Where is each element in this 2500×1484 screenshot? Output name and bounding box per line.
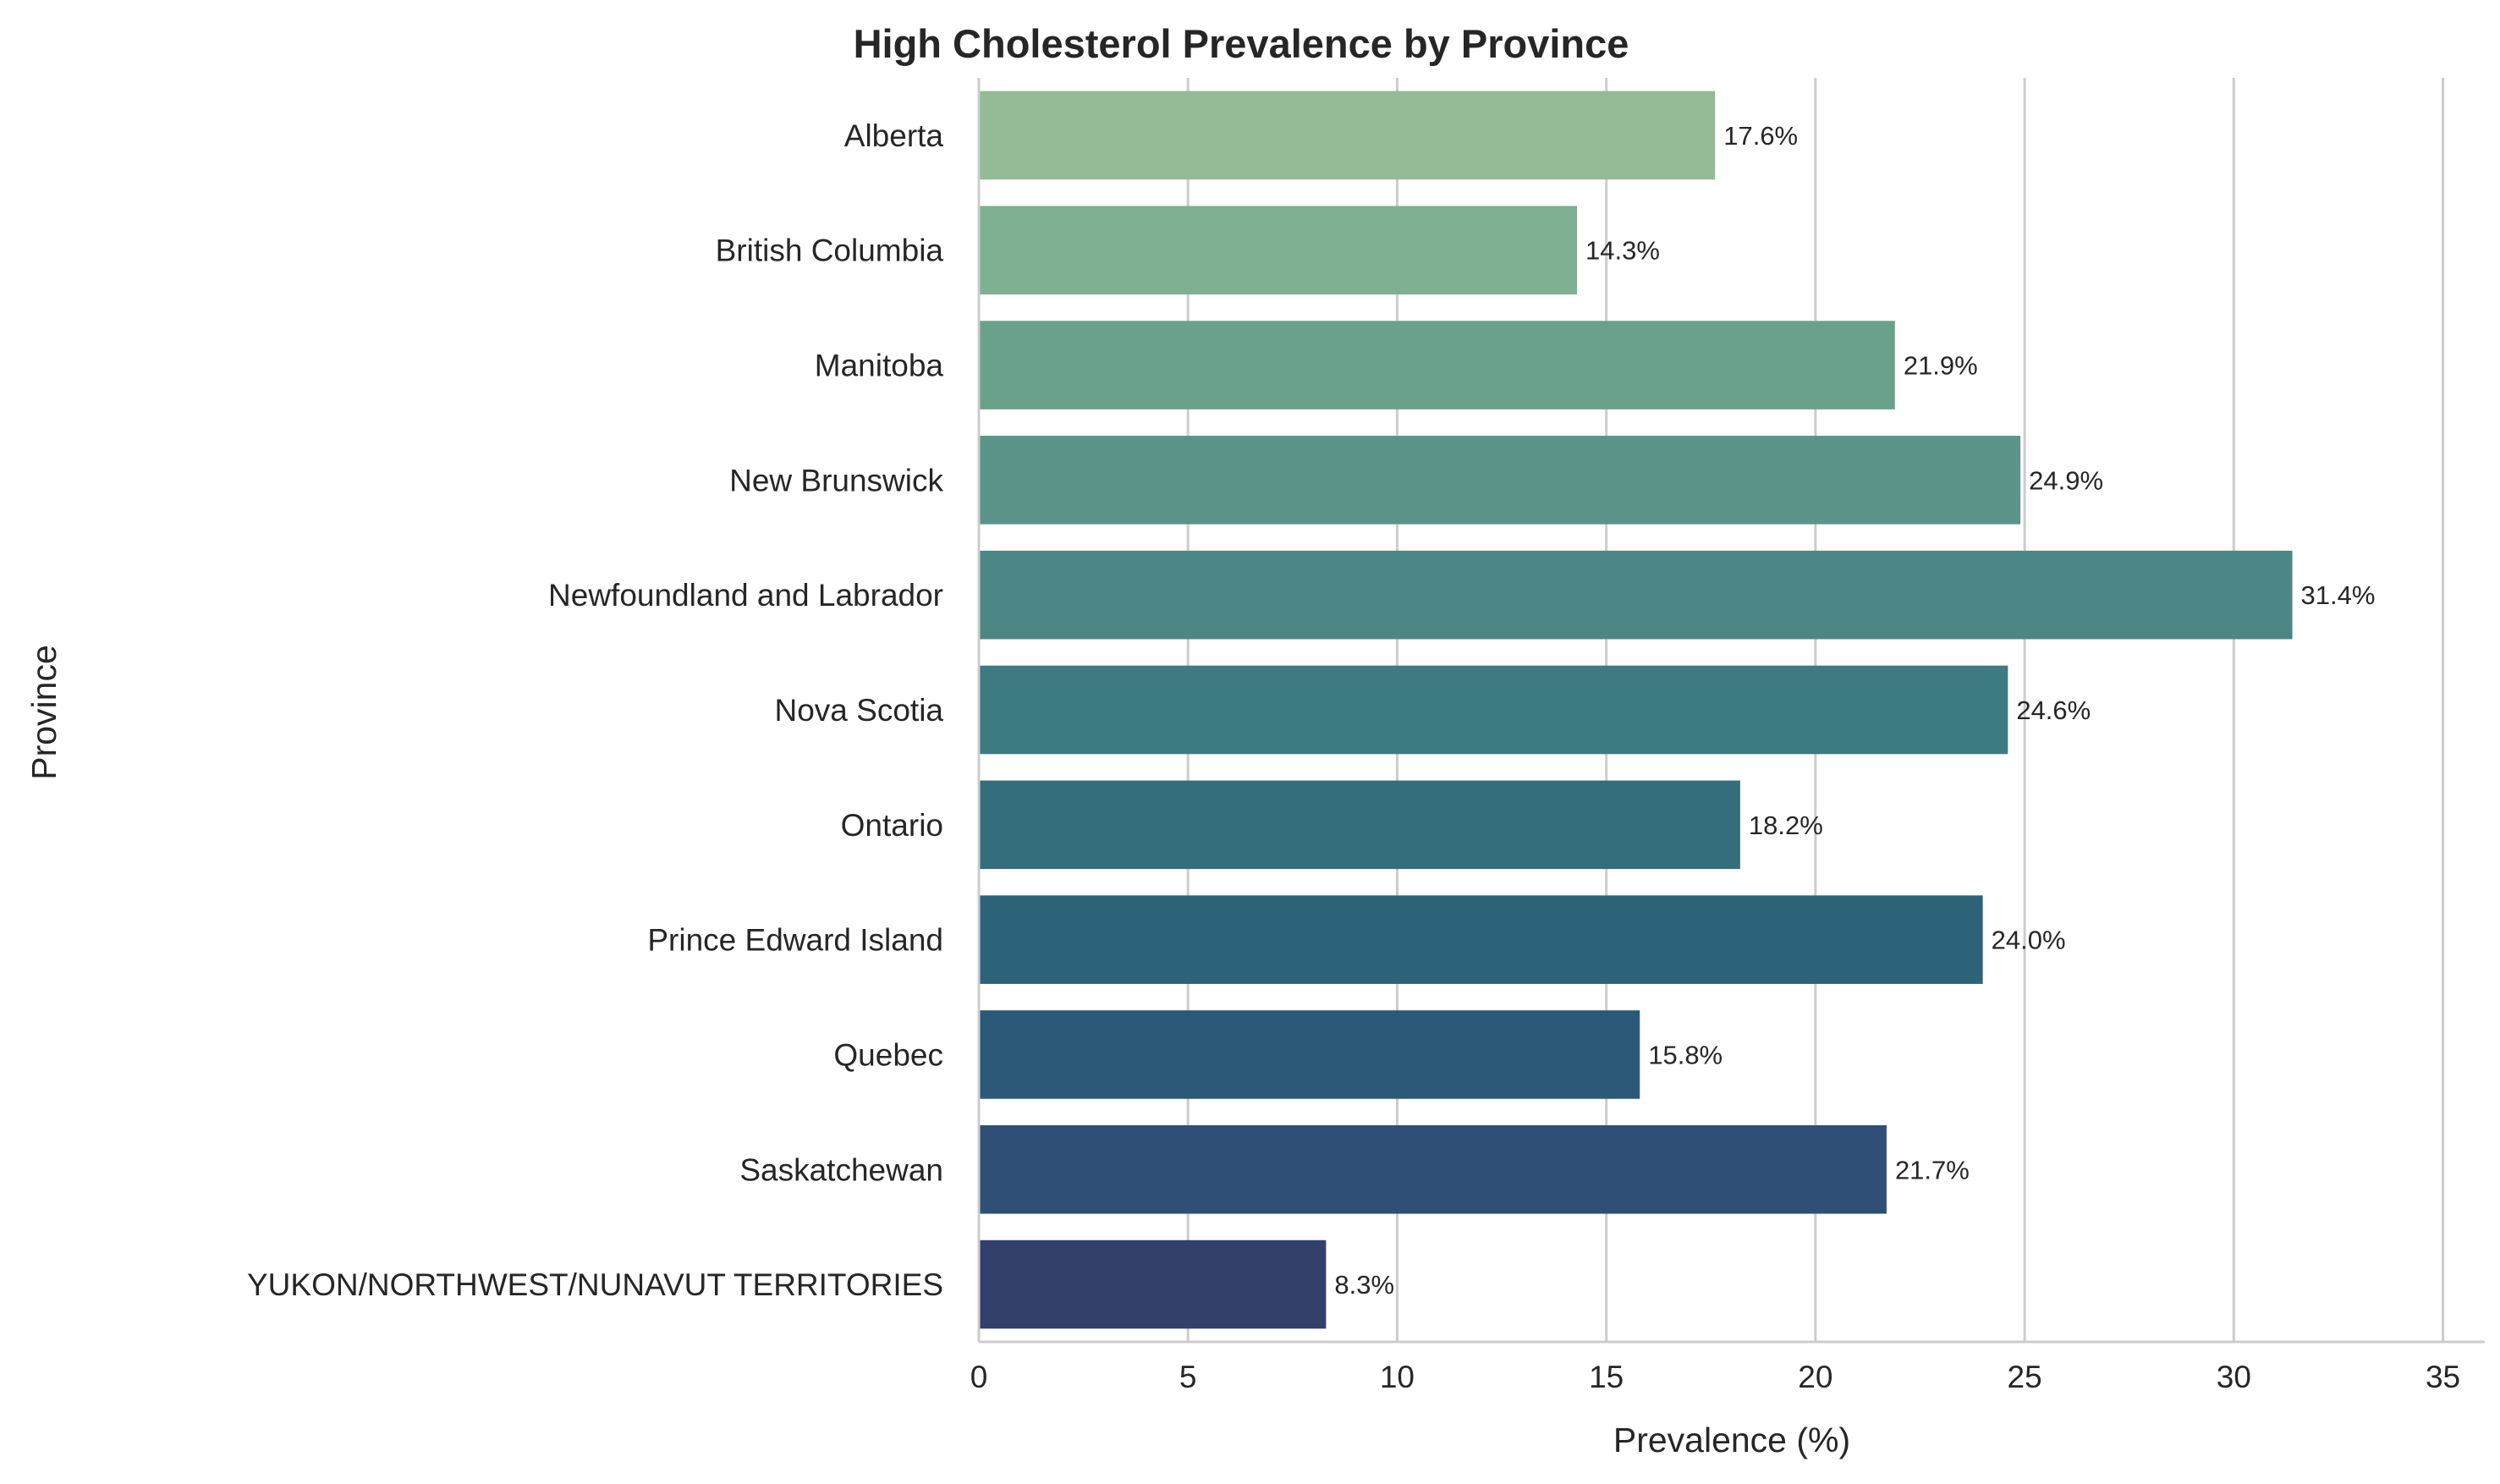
x-tick-label: 25 [2008,1360,2042,1394]
category-label: Quebec [833,1037,943,1072]
x-tick-label: 20 [1798,1360,1832,1394]
y-axis-label: Province [25,645,63,780]
category-label: YUKON/NORTHWEST/NUNAVUT TERRITORIES [247,1267,943,1302]
category-label: Newfoundland and Labrador [548,578,943,613]
bar [979,1239,1327,1329]
data-label: 8.3% [1334,1270,1394,1300]
x-tick-labels: 0 5 10 15 20 25 30 35 [970,1360,2460,1394]
x-tick-label: 15 [1589,1360,1624,1394]
category-label: Nova Scotia [775,693,944,728]
bar [979,91,1716,180]
bar [979,436,2021,525]
data-label: 31.4% [2301,580,2376,610]
data-labels: 17.6% 14.3% 21.9% 24.9% 31.4% 24.6% 18.2% 24.0%… [1334,121,2375,1300]
data-label: 21.7% [1895,1155,1970,1184]
x-tick-label: 0 [970,1360,988,1394]
data-label: 24.0% [1992,926,2066,955]
data-label: 24.6% [2016,695,2091,725]
category-label: Prince Edward Island [647,923,943,958]
data-label: 14.3% [1585,236,1660,266]
category-label: Saskatchewan [739,1152,943,1187]
bar [979,1124,1887,1214]
bar [979,1010,1640,1099]
category-label: Alberta [844,118,944,153]
bar [979,780,1740,870]
x-axis-label: Prevalence (%) [1613,1421,1850,1459]
bar [979,321,1895,409]
data-label: 24.9% [2029,465,2103,495]
data-label: 21.9% [1904,351,1978,381]
category-label: Manitoba [815,349,944,383]
bar [979,665,2008,755]
category-label: New Brunswick [729,463,943,497]
x-tick-label: 10 [1380,1360,1415,1394]
chart-title: High Cholesterol Prevalence by Province [854,21,1629,66]
x-tick-label: 35 [2426,1360,2460,1394]
category-labels: Alberta British Columbia Manitoba New Bruns… [247,118,943,1302]
data-label: 18.2% [1749,811,1823,840]
x-tick-label: 5 [1179,1360,1197,1394]
category-label: British Columbia [716,234,944,268]
data-label: 17.6% [1723,121,1798,151]
bar [979,550,2293,640]
data-label: 15.8% [1648,1040,1723,1069]
category-label: Ontario [841,808,943,843]
bars [979,91,2293,1329]
x-tick-label: 30 [2217,1360,2251,1394]
bar [979,895,1983,984]
bar [979,206,1578,295]
